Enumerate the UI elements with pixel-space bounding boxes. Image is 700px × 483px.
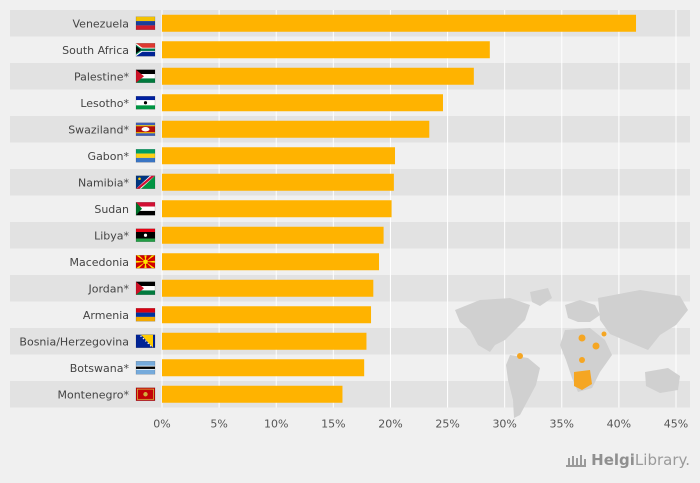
sudan-flag-icon	[135, 202, 156, 216]
lesotho-flag-icon	[135, 96, 156, 110]
palestine-flag-icon	[135, 69, 156, 83]
y-category-label: Lesotho*	[80, 97, 129, 110]
bars	[162, 14, 637, 403]
y-category-label: Armenia	[83, 309, 129, 322]
bar	[162, 253, 380, 271]
bar	[162, 120, 430, 138]
world-map	[455, 288, 688, 418]
south-africa-flag-icon	[135, 43, 156, 57]
y-category-label: Sudan	[94, 203, 129, 216]
map-europe	[565, 300, 600, 322]
swaziland-flag-icon	[135, 122, 156, 136]
y-category-label: Libya*	[94, 229, 129, 242]
map-highlight-libya	[578, 334, 586, 342]
map-highlight-southern-africa	[574, 370, 592, 390]
bar	[162, 67, 474, 85]
y-category-label: Botswana*	[70, 362, 130, 375]
y-category-label: Gabon*	[88, 150, 130, 163]
macedonia-flag-icon	[135, 255, 156, 269]
map-south-america	[506, 355, 540, 418]
map-highlight-venezuela	[517, 353, 523, 359]
bar	[162, 385, 343, 403]
map-africa	[560, 328, 612, 392]
bar	[162, 173, 394, 191]
bar	[162, 332, 367, 350]
brand-name-bold: Helgi	[591, 451, 635, 469]
bar	[162, 41, 490, 59]
x-tick-label: 5%	[210, 418, 227, 431]
x-tick-label: 25%	[435, 418, 459, 431]
map-australia	[645, 368, 680, 393]
bar	[162, 14, 637, 32]
armenia-flag-icon	[135, 308, 156, 322]
bar	[162, 94, 443, 112]
map-highlight-jordan	[601, 331, 607, 337]
map-greenland	[530, 288, 552, 306]
x-tick-label: 35%	[550, 418, 574, 431]
x-axis-ticks: 0% 5% 10% 15% 20% 25% 30% 35% 40% 45%	[153, 418, 688, 431]
bar	[162, 226, 384, 244]
y-category-label: Swaziland*	[68, 123, 129, 136]
flags	[135, 16, 156, 401]
x-tick-label: 20%	[378, 418, 402, 431]
libya-flag-icon	[135, 228, 156, 242]
y-category-label: Venezuela	[73, 17, 130, 30]
namibia-flag-icon	[135, 175, 156, 189]
gabon-flag-icon	[135, 149, 156, 163]
botswana-flag-icon	[135, 361, 156, 375]
x-tick-label: 45%	[664, 418, 688, 431]
y-category-label: Jordan*	[88, 282, 130, 295]
bar	[162, 306, 372, 324]
x-tick-label: 0%	[153, 418, 170, 431]
x-tick-label: 10%	[264, 418, 288, 431]
bosnia-herzegovina-flag-icon	[135, 334, 156, 348]
x-tick-label: 15%	[321, 418, 345, 431]
bar	[162, 200, 392, 218]
jordan-flag-icon	[135, 281, 156, 295]
y-category-label: Palestine*	[74, 70, 130, 83]
y-category-label: Bosnia/Herzegovina	[19, 335, 129, 348]
x-tick-label: 30%	[492, 418, 516, 431]
y-category-label: Namibia*	[78, 176, 130, 189]
y-axis-labels: Venezuela South Africa Palestine* Lesotho* S…	[19, 17, 129, 401]
map-highlight-gabon	[579, 357, 585, 363]
brand-name-light: Library.	[634, 451, 690, 469]
library-building-icon	[566, 455, 587, 467]
bar	[162, 359, 365, 377]
montenegro-flag-icon	[135, 387, 156, 401]
x-tick-label: 40%	[607, 418, 631, 431]
y-category-label: Macedonia	[69, 256, 129, 269]
venezuela-flag-icon	[135, 16, 156, 30]
y-category-label: South Africa	[62, 44, 129, 57]
bar	[162, 279, 374, 297]
brand-logo: HelgiLibrary.	[565, 451, 690, 469]
bar	[162, 147, 396, 165]
map-highlight-sudan	[592, 342, 600, 350]
map-asia	[598, 290, 688, 350]
y-category-label: Montenegro*	[57, 388, 129, 401]
map-north-america	[455, 298, 530, 352]
